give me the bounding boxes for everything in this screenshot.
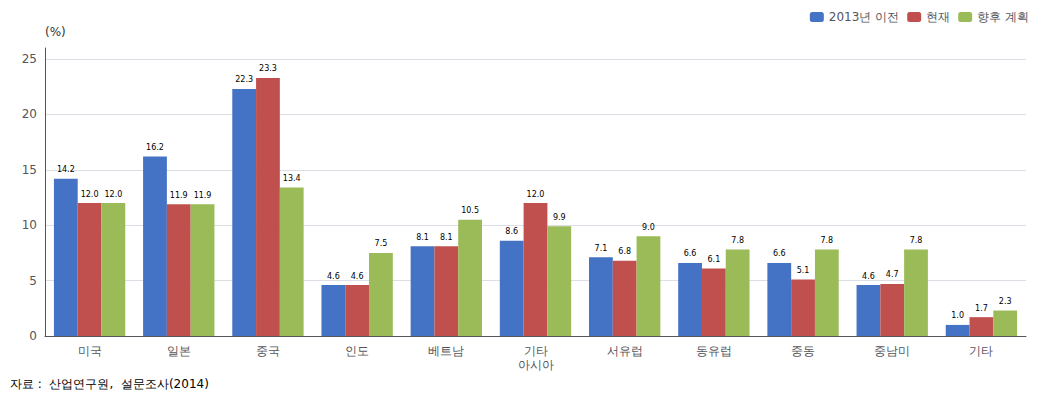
- svg-text:6.6: 6.6: [773, 249, 786, 258]
- svg-text:기타: 기타: [969, 344, 993, 358]
- svg-text:10: 10: [22, 218, 37, 232]
- svg-text:16.2: 16.2: [146, 143, 164, 152]
- svg-text:14.2: 14.2: [57, 165, 75, 174]
- svg-text:일본: 일본: [167, 344, 191, 358]
- svg-text:7.8: 7.8: [731, 236, 744, 245]
- svg-text:중남미: 중남미: [874, 344, 910, 358]
- svg-text:4.6: 4.6: [862, 272, 875, 281]
- svg-text:7.8: 7.8: [910, 236, 923, 245]
- svg-text:4.6: 4.6: [327, 272, 340, 281]
- svg-text:(%): (%): [45, 25, 66, 39]
- svg-text:15: 15: [22, 163, 37, 177]
- svg-text:5: 5: [29, 274, 37, 288]
- svg-text:중국: 중국: [256, 344, 280, 358]
- svg-text:동유럽: 동유럽: [696, 344, 732, 358]
- svg-text:인도: 인도: [345, 344, 369, 358]
- svg-text:아시아: 아시아: [518, 358, 554, 372]
- svg-text:2013년 이전: 2013년 이전: [829, 10, 899, 24]
- svg-text:7.5: 7.5: [375, 239, 388, 248]
- svg-text:12.0: 12.0: [104, 190, 122, 199]
- svg-text:8.6: 8.6: [505, 227, 518, 236]
- svg-text:향후 계획: 향후 계획: [977, 10, 1029, 24]
- svg-text:4.6: 4.6: [351, 272, 364, 281]
- svg-text:25: 25: [22, 52, 37, 66]
- svg-text:22.3: 22.3: [235, 75, 253, 84]
- svg-text:9.0: 9.0: [642, 223, 655, 232]
- svg-text:미국: 미국: [78, 344, 102, 358]
- svg-text:23.3: 23.3: [259, 64, 277, 73]
- svg-text:베트남: 베트남: [428, 344, 464, 358]
- svg-text:11.9: 11.9: [194, 191, 212, 200]
- svg-text:7.1: 7.1: [595, 244, 608, 253]
- svg-text:20: 20: [22, 107, 37, 121]
- svg-text:6.6: 6.6: [684, 249, 697, 258]
- svg-text:4.7: 4.7: [886, 270, 899, 279]
- svg-text:1.7: 1.7: [975, 304, 988, 313]
- svg-text:중동: 중동: [791, 344, 815, 358]
- svg-text:12.0: 12.0: [81, 190, 99, 199]
- svg-text:8.1: 8.1: [440, 233, 453, 242]
- svg-text:자료 : 산업연구원, 설문조사(2014): 자료 : 산업연구원, 설문조사(2014): [10, 377, 209, 391]
- svg-text:11.9: 11.9: [170, 191, 188, 200]
- svg-text:10.5: 10.5: [461, 206, 479, 215]
- svg-text:9.9: 9.9: [553, 213, 566, 222]
- svg-text:2.3: 2.3: [999, 297, 1012, 306]
- svg-text:12.0: 12.0: [527, 190, 545, 199]
- svg-text:기타: 기타: [524, 344, 548, 358]
- svg-text:1.0: 1.0: [951, 311, 964, 320]
- svg-text:서유럽: 서유럽: [607, 344, 643, 358]
- svg-text:13.4: 13.4: [283, 174, 301, 183]
- svg-text:0: 0: [29, 329, 37, 343]
- svg-text:8.1: 8.1: [416, 233, 429, 242]
- svg-text:6.1: 6.1: [707, 255, 720, 264]
- svg-text:5.1: 5.1: [797, 266, 810, 275]
- svg-text:7.8: 7.8: [820, 236, 833, 245]
- svg-text:6.8: 6.8: [618, 247, 631, 256]
- svg-text:현재: 현재: [926, 10, 950, 24]
